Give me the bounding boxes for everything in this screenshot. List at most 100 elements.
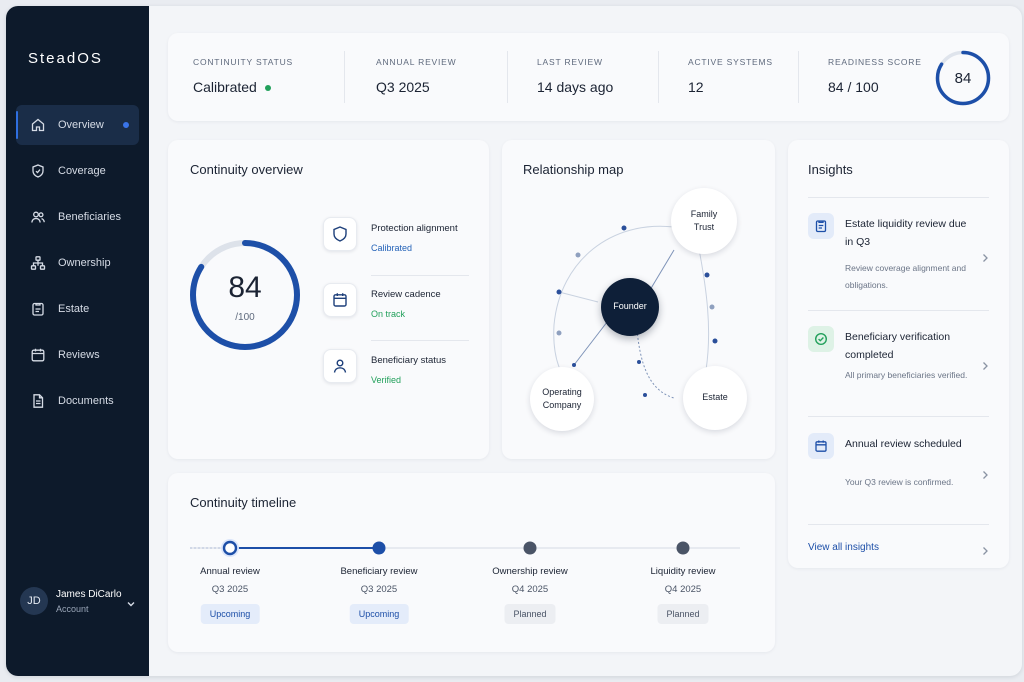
chevron-right-icon[interactable] — [981, 250, 989, 268]
home-icon — [30, 117, 46, 133]
node-label-line: Company — [542, 400, 582, 410]
overview-item-label: Beneficiary status — [371, 355, 446, 366]
sidebar-nav: Overview Coverage Beneficiaries Owners — [16, 105, 139, 427]
overview-item-label: Protection alignment — [371, 223, 458, 234]
node-operating-company[interactable]: Operating Company — [530, 367, 594, 431]
relationship-graph — [553, 225, 718, 399]
insight-item-estate-liquidity[interactable]: Estate liquidity review due in Q3 Review… — [808, 213, 989, 298]
graph-dot — [712, 338, 718, 344]
divider — [371, 340, 469, 341]
insight-item-beneficiary-verification[interactable]: Beneficiary verification completed All p… — [808, 326, 989, 411]
card-title: Continuity timeline — [190, 495, 297, 510]
insight-title: Beneficiary verification completed — [845, 331, 951, 361]
user-icon — [323, 349, 357, 383]
node-label: Founder — [613, 301, 647, 312]
graph-dot — [704, 272, 710, 278]
continuity-overview-card: Continuity overview 84 /100 Protection a… — [168, 140, 489, 459]
node-label-line: Family — [690, 208, 718, 219]
view-all-insights-link[interactable]: View all insights — [808, 542, 879, 553]
card-title: Insights — [808, 162, 853, 177]
divider — [658, 51, 659, 103]
brand-logo: SteadOS — [28, 50, 103, 67]
active-indicator — [123, 122, 129, 128]
sidebar-item-documents[interactable]: Documents — [16, 381, 139, 421]
calendar-icon — [808, 433, 834, 459]
stat-label: CONTINUITY STATUS — [193, 57, 294, 67]
score-gauge: 84 /100 — [190, 240, 300, 350]
divider — [808, 416, 989, 417]
divider — [808, 524, 989, 525]
stat-value-text: Calibrated — [193, 79, 257, 95]
sidebar-item-beneficiaries[interactable]: Beneficiaries — [16, 197, 139, 237]
timeline-label: Beneficiary review — [340, 566, 418, 577]
sidebar-item-reviews[interactable]: Reviews — [16, 335, 139, 375]
readiness-ring: 84 — [935, 50, 991, 106]
sidebar-item-label: Documents — [58, 395, 114, 407]
user-role: Account — [56, 603, 89, 614]
graph-dot — [709, 304, 715, 310]
graph-dot — [556, 330, 562, 336]
node-label-line: Trust — [693, 222, 715, 232]
calendar-icon — [30, 347, 46, 363]
chevron-right-icon[interactable] — [981, 467, 989, 485]
divider — [808, 310, 989, 311]
timeline-label: Annual review — [200, 566, 260, 577]
graph-dot — [643, 393, 647, 397]
overview-item-status: Verified — [371, 375, 402, 385]
status-badge: Planned — [657, 604, 709, 624]
sidebar-item-label: Reviews — [58, 349, 100, 361]
sidebar-item-label: Estate — [58, 303, 90, 315]
avatar: JD — [20, 587, 48, 615]
node-founder[interactable]: Founder — [601, 278, 659, 336]
sidebar-item-ownership[interactable]: Ownership — [16, 243, 139, 283]
timeline-date: Q4 2025 — [511, 584, 549, 595]
chevron-right-icon[interactable] — [981, 358, 989, 376]
user-menu[interactable]: JD James DiCarlo Account — [20, 584, 138, 618]
status-badge: Upcoming — [200, 604, 260, 624]
card-title: Relationship map — [523, 162, 624, 177]
app-window: SteadOS Overview Coverage Beneficiaries — [6, 6, 1022, 676]
stat-label: LAST REVIEW — [537, 57, 603, 67]
node-label: Operating Company — [542, 386, 582, 413]
divider — [808, 197, 989, 198]
relationship-map-card: Relationship map Founder Family Trust — [502, 140, 775, 459]
overview-item-status: On track — [371, 309, 406, 319]
insight-desc: Review coverage alignment and obligation… — [845, 263, 966, 290]
overview-item-label: Review cadence — [371, 289, 441, 300]
status-dot — [264, 85, 271, 92]
divider — [371, 275, 469, 276]
stats-bar: CONTINUITY STATUS Calibrated ANNUAL REVI… — [168, 33, 1009, 121]
chevron-right-icon[interactable] — [981, 543, 989, 561]
overview-item-protection[interactable]: Protection alignment Calibrated — [323, 217, 469, 275]
stat-value: 14 days ago — [537, 79, 614, 95]
overview-item-beneficiary-status[interactable]: Beneficiary status Verified — [323, 349, 469, 407]
node-label: Estate — [702, 392, 728, 403]
divider — [798, 51, 799, 103]
node-estate[interactable]: Estate — [683, 366, 747, 430]
stat-label: ACTIVE SYSTEMS — [688, 57, 773, 67]
timeline-marker-current[interactable] — [222, 540, 238, 556]
continuity-timeline-card: Continuity timeline Annual review Q3 202… — [168, 473, 775, 652]
timeline-date: Q3 2025 — [360, 584, 398, 595]
node-family-trust[interactable]: Family Trust — [671, 188, 737, 254]
timeline-marker[interactable] — [372, 541, 386, 555]
sidebar-item-estate[interactable]: Estate — [16, 289, 139, 329]
stat-value: Calibrated — [193, 79, 271, 95]
sidebar-item-label: Coverage — [58, 165, 106, 177]
insight-item-annual-review[interactable]: Annual review scheduled Your Q3 review i… — [808, 433, 989, 518]
sidebar-item-coverage[interactable]: Coverage — [16, 151, 139, 191]
overview-item-review-cadence[interactable]: Review cadence On track — [323, 283, 469, 341]
shield-icon — [30, 163, 46, 179]
org-chart-icon — [30, 255, 46, 271]
card-title: Continuity overview — [190, 162, 303, 177]
timeline-marker[interactable] — [523, 541, 537, 555]
document-icon — [30, 393, 46, 409]
timeline-marker[interactable] — [676, 541, 690, 555]
stat-label: READINESS SCORE — [828, 57, 922, 67]
stat-value: 84 / 100 — [828, 79, 879, 95]
chevron-down-icon[interactable] — [126, 596, 136, 614]
user-info: James DiCarlo Account — [56, 589, 122, 614]
stat-value: 12 — [688, 79, 704, 95]
sidebar-item-overview[interactable]: Overview — [16, 105, 139, 145]
overview-item-status: Calibrated — [371, 243, 413, 253]
